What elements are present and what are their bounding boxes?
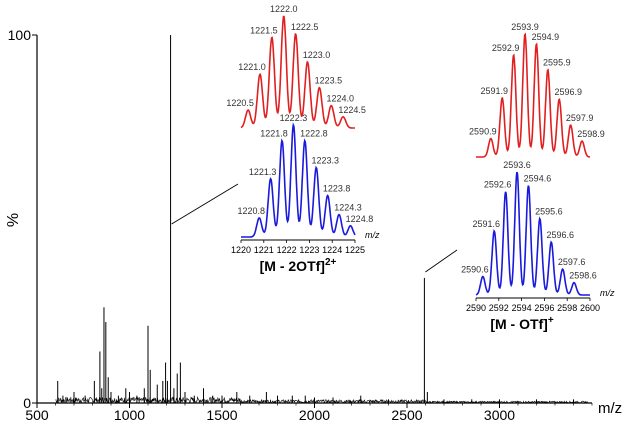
inset-x-tick-label: 2600 [580,303,600,313]
experimental-peak-label: 1220.8 [237,206,265,216]
experimental-peak-label: 2593.6 [503,160,531,170]
inset-x-tick-label: 1222 [277,245,297,255]
simulated-isotope-trace [476,32,591,158]
experimental-peak-label: 2598.6 [569,271,597,281]
experimental-isotope-trace [475,171,590,296]
simulated-peak-label: 1222.5 [291,22,319,32]
experimental-peak-label: 2590.6 [461,265,489,275]
x-tick-label: 1000 [114,407,145,423]
baseline-noise [55,396,589,405]
experimental-peak-label: 1222.3 [280,113,308,123]
inset-x-tick-label: 1221 [254,245,274,255]
experimental-peak-label: 2596.6 [546,230,574,240]
simulated-peak-label: 1222.0 [270,4,298,14]
inset-x-tick-label: 2590 [466,303,486,313]
ion-label: [M - 2OTf]2+ [260,257,337,274]
simulated-peak-label: 2594.9 [532,32,560,42]
inset-x-tick-label: 2598 [557,303,577,313]
experimental-peak-label: 1224.3 [334,203,362,213]
simulated-peak-label: 1224.5 [338,105,366,115]
simulated-peak-label: 1223.0 [303,50,331,60]
y-axis-label: % [5,213,22,227]
simulated-peak-label: 2592.9 [492,43,520,53]
experimental-isotope-trace [241,122,356,238]
simulated-peak-label: 1224.0 [326,94,354,104]
simulated-isotope-trace [240,15,355,129]
experimental-peak-label: 1221.8 [260,129,288,139]
ion-charge-superscript: + [548,315,554,326]
x-tick-label: 3000 [484,407,515,423]
experimental-peak-label: 1223.3 [311,156,339,166]
experimental-peak-label: 1221.3 [249,167,277,177]
simulated-peak-label: 2595.9 [543,58,571,68]
simulated-peak-label: 2598.9 [577,129,605,139]
simulated-peak-label: 2596.9 [554,87,582,97]
simulated-peak-label: 1223.5 [315,76,343,86]
experimental-peak-label: 2591.6 [472,219,500,229]
simulated-peak-label: 1221.0 [238,62,266,72]
inset-x-tick-label: 1225 [345,245,365,255]
x-tick-label: 1500 [206,407,237,423]
simulated-peak-label: 2593.9 [511,22,539,32]
experimental-peak-label: 1222.8 [300,129,328,139]
main-spectrum-trace [55,35,589,405]
callout-line-dication [171,183,239,225]
inset-x-tick-label: 2592 [489,303,509,313]
simulated-peak-label: 2591.9 [480,86,508,96]
y-tick-label: 0 [23,395,31,411]
experimental-peak-label: 1223.8 [323,184,351,194]
experimental-peak-label: 2592.6 [484,180,512,190]
inset-x-tick-label: 2594 [512,303,532,313]
inset-axis-label: m/z [365,230,380,240]
y-tick-label: 100 [8,27,32,43]
experimental-peak-label: 2594.6 [524,174,552,184]
x-axis-label: m/z [598,400,622,417]
x-tick-label: 2500 [391,407,422,423]
inset-x-tick-label: 1224 [322,245,342,255]
inset-x-tick-label: 1220 [231,245,251,255]
experimental-peak-label: 2597.6 [558,257,586,267]
inset-callout-lines [171,183,458,273]
simulated-peak-label: 2590.9 [469,127,497,137]
ion-label: [M - OTf]+ [490,315,554,332]
simulated-peak-label: 1220.5 [226,98,254,108]
simulated-peak-label: 2597.9 [566,113,594,123]
inset-x-tick-label: 2596 [534,303,554,313]
simulated-peak-label: 1221.5 [250,25,278,35]
experimental-peak-label: 1224.8 [346,214,374,224]
inset-axis-label: m/z [600,288,615,298]
experimental-peak-label: 2595.6 [535,207,563,217]
x-tick-label: 500 [25,407,49,423]
x-tick-label: 2000 [299,407,330,423]
ion-charge-superscript: 2+ [325,257,337,268]
inset-x-tick-label: 1223 [299,245,319,255]
inset-dication: 1220.5 1221.0 1221.5 1222.0 1222.5 1223.0 1223… [226,4,380,274]
callout-line-monocation [425,249,458,273]
